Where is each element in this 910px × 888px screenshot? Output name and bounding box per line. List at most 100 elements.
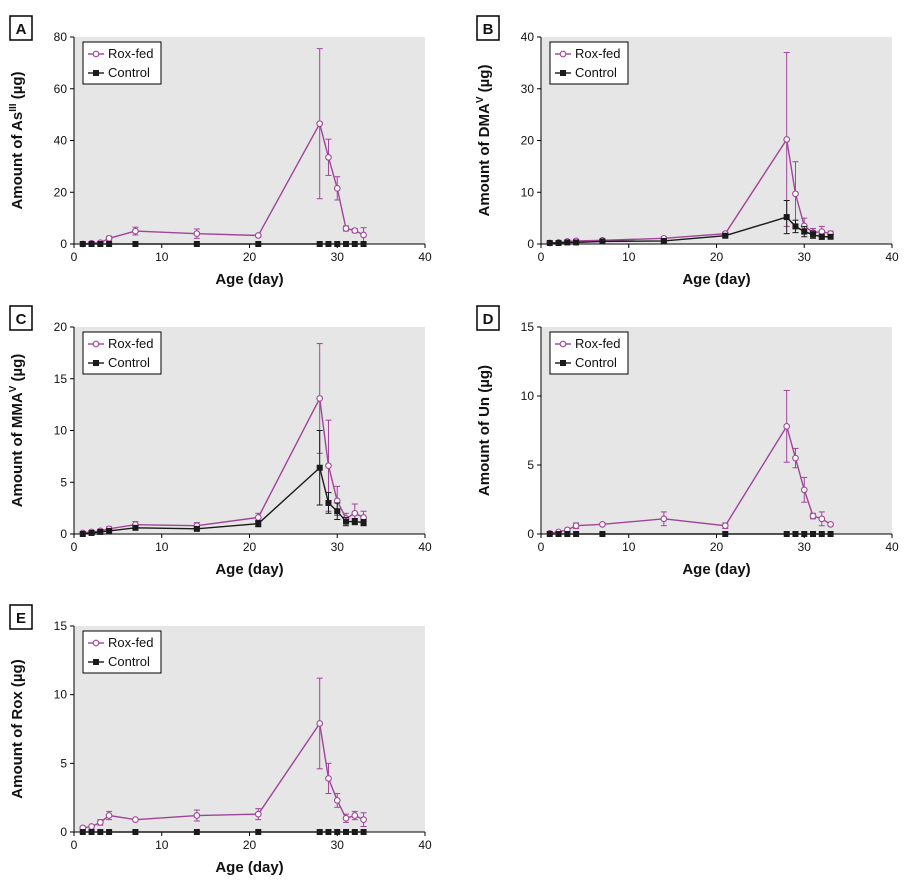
- legend-label: Rox-fed: [108, 46, 154, 61]
- series-control: [79, 241, 367, 247]
- x-tick-label: 10: [155, 838, 169, 852]
- data-point: [827, 520, 834, 528]
- data-point: [360, 816, 367, 823]
- panel-letter-box: [476, 305, 500, 331]
- data-point: [818, 515, 826, 523]
- data-point: [564, 239, 571, 246]
- chart-panel-d: D 0 5 10 15 0 10 20 30 40 Age (day) Amount of Un (µ…: [476, 305, 899, 578]
- data-point: [105, 234, 113, 242]
- legend-label: Rox-fed: [108, 635, 154, 650]
- data-point: [254, 514, 262, 521]
- data-point: [106, 829, 113, 835]
- y-axis-title: Amount of MMAV (µg): [8, 354, 26, 508]
- data-point: [573, 239, 580, 246]
- data-point: [546, 239, 553, 246]
- data-point: [783, 423, 791, 430]
- data-point: [193, 241, 200, 247]
- data-point: [827, 233, 834, 240]
- legend-box: [82, 630, 162, 674]
- legend-marker: [559, 340, 567, 348]
- data-point: [132, 227, 139, 235]
- data-point: [79, 531, 86, 537]
- x-tick-label: 20: [243, 540, 257, 554]
- x-tick-label: 0: [71, 540, 78, 554]
- data-point: [97, 528, 104, 535]
- data-point: [351, 241, 358, 247]
- data-point: [333, 185, 341, 192]
- data-point: [255, 520, 262, 527]
- data-point: [599, 238, 606, 245]
- legend-marker: [93, 659, 99, 665]
- data-point: [351, 812, 359, 819]
- data-point: [360, 241, 367, 247]
- panel-letter-box: [9, 604, 33, 630]
- data-point: [818, 531, 825, 537]
- x-tick-label: 0: [538, 250, 545, 264]
- data-point: [343, 829, 350, 835]
- data-point: [325, 499, 332, 506]
- y-axis-title-main: Amount of DMA: [476, 103, 493, 216]
- x-tick-label: 40: [418, 838, 432, 852]
- y-tick-label: 0: [60, 527, 67, 541]
- data-point: [801, 228, 808, 235]
- data-point: [193, 525, 200, 532]
- chart-panel-c: C 0 5 10 15 20 0 10 20 30 40 Age (day) Amount of MMA…: [8, 305, 432, 578]
- y-axis-title-main: Amount of MMA: [9, 392, 26, 507]
- y-axis-title: Amount of DMAV (µg): [475, 65, 493, 217]
- data-point: [316, 241, 323, 247]
- data-point: [96, 819, 104, 826]
- y-axis-title-superscript: V: [475, 96, 486, 103]
- y-axis-title-unit: (µg): [9, 71, 26, 103]
- data-point: [721, 522, 729, 530]
- x-axis-title: Age (day): [215, 859, 283, 876]
- y-tick-label: 0: [527, 237, 534, 251]
- legend-label: Rox-fed: [108, 336, 154, 351]
- x-tick-label: 40: [885, 540, 899, 554]
- x-tick-label: 30: [331, 838, 345, 852]
- y-tick-label: 20: [521, 134, 535, 148]
- legend-marker: [93, 360, 99, 366]
- y-tick-label: 20: [54, 320, 68, 334]
- data-point: [360, 829, 367, 835]
- series-rox-fed: [79, 677, 367, 832]
- legend-marker: [560, 70, 566, 76]
- y-axis-title-unit: (µg): [476, 65, 493, 97]
- x-tick-label: 0: [71, 838, 78, 852]
- y-tick-label: 20: [54, 185, 68, 199]
- data-point: [132, 524, 139, 531]
- legend-box: [549, 41, 629, 85]
- data-point: [783, 136, 791, 143]
- data-point: [342, 814, 350, 822]
- x-tick-label: 0: [71, 250, 78, 264]
- data-point: [193, 829, 200, 835]
- data-point: [325, 829, 332, 835]
- y-axis-title-superscript: V: [8, 385, 19, 392]
- legend-marker: [92, 50, 100, 58]
- data-point: [573, 531, 580, 537]
- data-point: [97, 241, 104, 247]
- series-control: [546, 531, 834, 537]
- y-tick-label: 0: [527, 527, 534, 541]
- data-point: [106, 527, 113, 534]
- data-point: [325, 153, 332, 161]
- y-tick-label: 10: [521, 185, 535, 199]
- y-tick-label: 10: [54, 424, 68, 438]
- legend-label: Control: [108, 654, 150, 669]
- data-point: [255, 241, 262, 247]
- x-tick-label: 0: [538, 540, 545, 554]
- x-tick-label: 30: [798, 540, 812, 554]
- data-point: [132, 241, 139, 247]
- y-tick-label: 5: [527, 458, 534, 472]
- legend-marker: [92, 340, 100, 348]
- data-point: [801, 531, 808, 537]
- x-tick-label: 20: [243, 250, 257, 264]
- legend-box: [82, 331, 162, 375]
- data-point: [79, 241, 86, 247]
- x-tick-label: 40: [418, 540, 432, 554]
- y-tick-label: 15: [54, 619, 68, 633]
- y-tick-label: 40: [54, 134, 68, 148]
- legend-label: Control: [108, 65, 150, 80]
- data-point: [599, 520, 606, 528]
- x-axis-title: Age (day): [215, 561, 283, 578]
- data-point: [132, 829, 139, 835]
